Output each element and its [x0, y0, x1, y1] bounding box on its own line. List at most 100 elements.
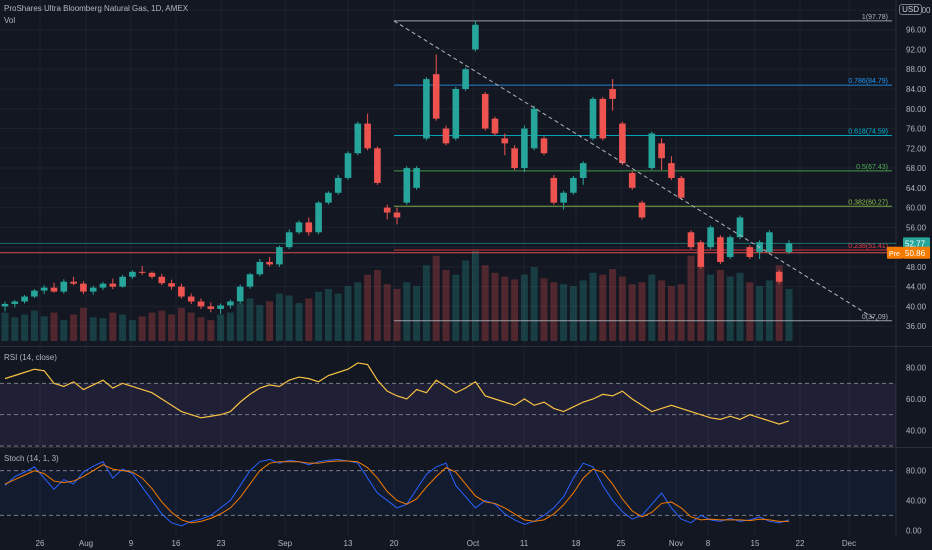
volume-bar — [589, 272, 597, 341]
candle-body — [99, 283, 107, 288]
candle-body — [207, 306, 215, 309]
fibonacci-retracement[interactable]: 1(97.78) 0.786(84.79) 0.618(74.59) 0.5(67.4… — [0, 14, 896, 322]
candle-body — [197, 301, 205, 307]
pre-tag-text: Pre — [889, 251, 900, 258]
volume-bar — [775, 265, 783, 341]
currency-unit-button[interactable]: USD — [899, 4, 922, 15]
candle-body — [511, 148, 518, 169]
volume-bar — [266, 301, 274, 341]
candle-body — [236, 286, 244, 302]
candle-body — [442, 128, 450, 144]
price-candles[interactable] — [1, 20, 793, 314]
candle-body — [609, 89, 616, 99]
volume-bar — [305, 298, 313, 341]
rsi-line — [4, 362, 790, 425]
axes: 26 Aug 9 16 23 Sep 13 20 Oct 11 18 25 Nov 8 15 22 Dec 36.… — [36, 6, 931, 548]
volume-bar — [462, 260, 470, 341]
candle-body — [227, 301, 234, 306]
volume-bar — [21, 314, 29, 341]
x-tick-label: Nov — [669, 539, 683, 548]
stoch-tick-label: 0.00 — [906, 526, 922, 535]
candle-body — [570, 177, 577, 193]
price-tick-label: 48.00 — [906, 263, 927, 272]
candle-body — [579, 163, 587, 178]
volume-bar — [491, 272, 499, 341]
volume-bar — [481, 265, 489, 341]
volume-bar — [442, 269, 450, 341]
candle-body — [325, 192, 332, 203]
candle-body — [707, 227, 714, 248]
price-label-text: 52.77 — [905, 239, 926, 248]
candle-body — [452, 89, 460, 139]
trendline[interactable] — [393, 20, 879, 322]
candle-body — [491, 118, 499, 134]
fib-level-label: 0.618(74.59) — [848, 128, 888, 135]
x-tick-label: 22 — [796, 539, 805, 548]
candle-body — [31, 290, 38, 297]
candle-body — [295, 222, 303, 233]
fib-level-label: 1(97.78) — [862, 14, 888, 21]
volume-bar — [452, 274, 460, 341]
volume-bar — [99, 318, 107, 341]
volume-bar — [471, 251, 479, 341]
volume-bar — [138, 316, 146, 341]
candle-body — [736, 217, 744, 238]
rsi-tick-label: 60.00 — [906, 395, 927, 404]
candle-body — [80, 283, 87, 292]
volume-bar — [618, 276, 626, 341]
x-tick-label: 20 — [390, 539, 399, 548]
volume-bar — [148, 312, 156, 341]
rsi-pane[interactable] — [0, 362, 896, 447]
candle-body — [158, 276, 166, 284]
candle-body — [589, 98, 597, 139]
x-tick-label: Sep — [278, 539, 293, 548]
fib-level-label: 0(37.09) — [862, 314, 888, 321]
candle-body — [462, 69, 469, 89]
candle-body — [393, 212, 401, 218]
candle-body — [648, 133, 656, 169]
volume-bar — [550, 282, 558, 341]
volume-bar — [275, 293, 283, 341]
symbol-title: ProShares Ultra Bloomberg Natural Gas, 1… — [4, 4, 189, 13]
volume-bar — [403, 282, 411, 341]
volume-bar — [579, 280, 587, 341]
volume-bar — [79, 307, 87, 341]
volume-bar — [716, 269, 724, 341]
price-label-tag — [903, 246, 930, 259]
volume-bar — [726, 276, 734, 341]
volume-bar — [530, 267, 538, 341]
candle-body — [50, 287, 58, 292]
price-tick-label: 72.00 — [906, 144, 927, 153]
volume-bar — [128, 320, 136, 341]
price-tick-label: 36.00 — [906, 322, 927, 331]
rsi-label: RSI (14, close) — [4, 353, 57, 362]
volume-bar — [628, 284, 636, 341]
x-tick-label: 15 — [751, 539, 760, 548]
price-tick-label: 80.00 — [906, 105, 927, 114]
volume-bar — [158, 310, 166, 341]
price-tick-label: 76.00 — [906, 125, 927, 134]
price-label-tag — [903, 237, 930, 250]
volume-bar — [226, 312, 234, 341]
volume-label: Vol — [4, 16, 16, 25]
volume-bar — [40, 316, 48, 341]
stoch-tick-label: 40.00 — [906, 496, 927, 505]
pre-tag — [887, 246, 903, 259]
rsi-tick-label: 40.00 — [906, 426, 927, 435]
volume-bar — [648, 274, 656, 341]
candle-body — [374, 148, 381, 183]
volume-bar — [207, 320, 215, 341]
dashed-trendline — [393, 20, 879, 322]
volume-bar — [677, 284, 685, 341]
stoch-pane[interactable] — [0, 458, 896, 527]
volume-bar — [11, 317, 19, 341]
volume-bar — [511, 279, 519, 341]
x-tick-label: 23 — [217, 539, 226, 548]
candle-body — [687, 232, 695, 248]
volume-bars — [1, 251, 793, 341]
candle-body — [285, 232, 293, 248]
candle-body — [315, 202, 322, 233]
volume-bar — [638, 282, 646, 341]
fib-level-label: 0.382(60.27) — [848, 199, 888, 206]
